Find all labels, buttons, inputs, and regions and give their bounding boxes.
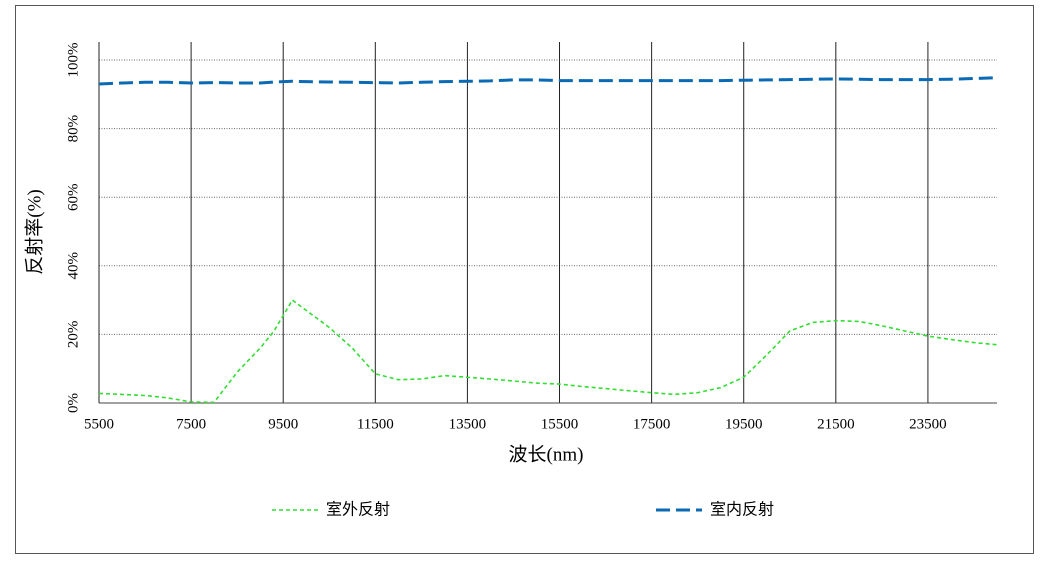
y-tick-label: 80% (65, 115, 81, 143)
x-tick-label: 11500 (357, 416, 394, 432)
x-tick-label: 7500 (176, 416, 206, 432)
x-tick-label: 17500 (633, 416, 671, 432)
y-tick-label: 20% (65, 321, 81, 349)
data-line (98, 76, 998, 86)
data-line (98, 298, 998, 404)
x-tick-label: 23500 (909, 416, 947, 432)
y-tick-label: 40% (65, 252, 81, 280)
y-axis-title: 反射率(%) (23, 189, 45, 274)
y-tick-label: 0% (65, 393, 81, 413)
x-tick-label: 9500 (268, 416, 298, 432)
x-tick-label: 21500 (817, 416, 855, 432)
x-tick-label: 5500 (84, 416, 114, 432)
x-tick-label: 15500 (541, 416, 579, 432)
chart-frame (15, 5, 1034, 554)
x-axis-title: 波长(nm) (509, 443, 584, 465)
y-tick-label: 60% (65, 183, 81, 211)
legend-label: 室外反射 (326, 501, 390, 519)
y-tick-label: 100% (65, 43, 81, 78)
x-tick-label: 13500 (449, 416, 487, 432)
legend-label: 室内反射 (710, 501, 774, 519)
x-tick-label: 19500 (725, 416, 763, 432)
